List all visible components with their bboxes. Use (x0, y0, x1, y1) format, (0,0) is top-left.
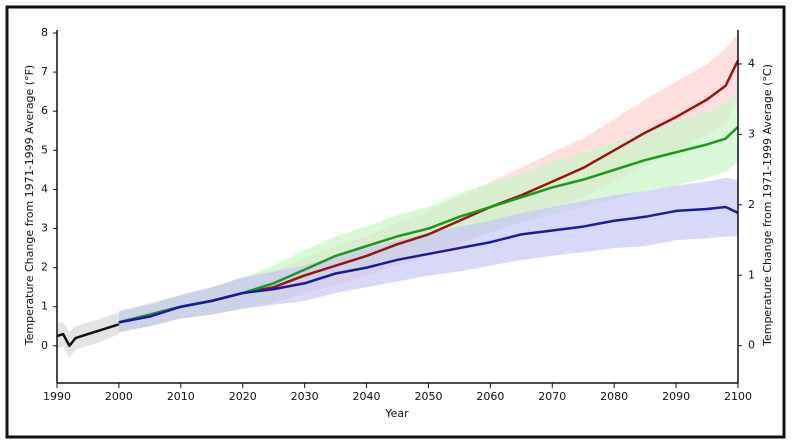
x-tick-label: 2070 (538, 390, 566, 403)
y-tick-label: 4 (41, 182, 48, 195)
y-tick-label: 2 (41, 261, 48, 274)
x-tick-label: 2080 (600, 390, 628, 403)
x-tick-label: 2020 (229, 390, 257, 403)
y-axis-label: Temperature Change from 1971-1999 Averag… (23, 65, 36, 346)
x-tick-label: 2000 (105, 390, 133, 403)
series-line (118, 205, 739, 324)
y-tick-label: 0 (41, 339, 48, 352)
series-line (56, 323, 120, 348)
x-tick-label: 2060 (476, 390, 504, 403)
x-tick-label: 2030 (291, 390, 319, 403)
y2-tick-label: 3 (748, 127, 755, 140)
y2-tick-label: 0 (748, 339, 755, 352)
x-tick-label: 2090 (662, 390, 690, 403)
y2-tick-label: 2 (748, 198, 755, 211)
x-axis-label: Year (384, 407, 409, 420)
y-tick-label: 6 (41, 104, 48, 117)
y2-tick-label: 1 (748, 268, 755, 281)
x-tick-label: 2050 (414, 390, 442, 403)
lines (56, 59, 740, 348)
x-tick-label: 2010 (167, 390, 195, 403)
y-tick-label: 5 (41, 143, 48, 156)
y2-tick-label: 4 (748, 57, 755, 70)
y2-axis-label: Temperature Change from 1971-1999 Averag… (761, 64, 774, 347)
x-tick-label: 2040 (353, 390, 381, 403)
y-tick-label: 1 (41, 300, 48, 313)
y-tick-label: 7 (41, 65, 48, 78)
y-tick-label: 8 (41, 26, 48, 39)
x-tick-label: 2100 (724, 390, 752, 403)
x-tick-label: 1990 (43, 390, 71, 403)
y-tick-label: 3 (41, 222, 48, 235)
axes (53, 30, 742, 388)
